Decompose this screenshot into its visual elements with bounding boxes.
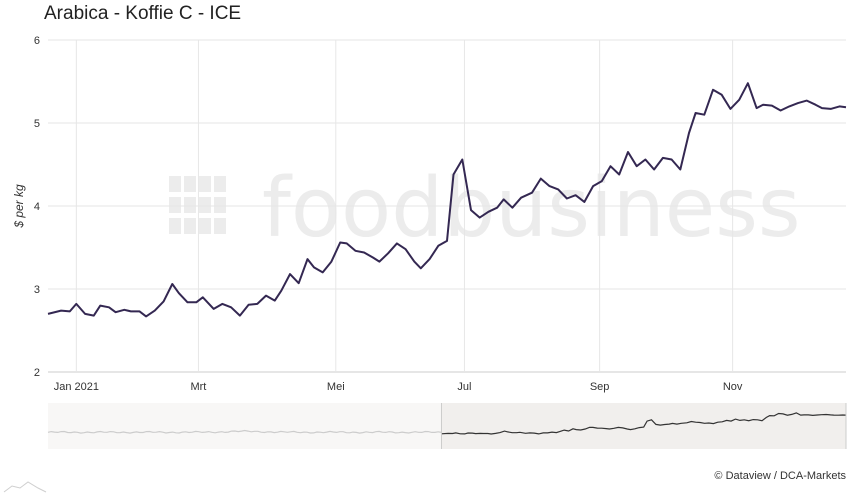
price-series [47,82,847,318]
x-tick-label: Jan 2021 [54,381,99,393]
x-tick-label: Mrt [190,381,206,393]
navigator-selected-line [441,412,847,435]
x-tick-label: Mei [327,381,345,393]
navigator-history-line [47,429,442,434]
watermark: foodbusiness [169,161,801,256]
y-tick-label: 3 [34,284,40,296]
series-line [47,82,847,318]
logo-mark-icon [3,481,47,493]
x-tick-label: Nov [723,381,743,393]
y-tick-label: 5 [34,118,40,130]
data-source-credit: © Dataview / DCA-Markets [714,470,846,482]
chart-title: Arabica - Koffie C - ICE [44,3,242,24]
x-tick-label: Sep [590,381,610,393]
y-tick-label: 6 [34,35,40,47]
navigator[interactable] [47,403,847,449]
x-tick-label: Jul [457,381,471,393]
watermark-logo-icon [169,176,226,234]
y-tick-label: 2 [34,367,40,379]
y-tick-label: 4 [34,201,40,213]
watermark-text: foodbusiness [262,161,801,256]
grid: 2 3 4 5 6 Jan 2021 Mrt Mei Jul Sep Nov [34,35,846,393]
